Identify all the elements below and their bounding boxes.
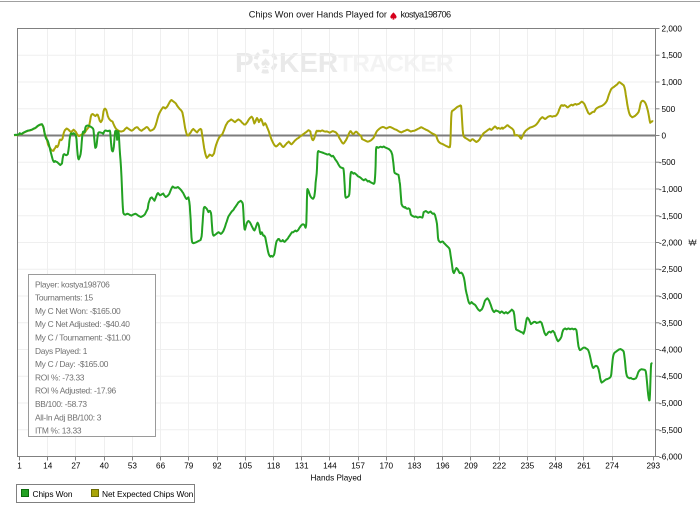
svg-text:66: 66 <box>156 462 166 471</box>
svg-text:-3,000: -3,000 <box>659 292 683 301</box>
svg-text:183: 183 <box>408 462 422 471</box>
svg-text:My C Net Adjusted: -$40.40: My C Net Adjusted: -$40.40 <box>35 319 130 329</box>
svg-text:₩: ₩ <box>689 238 697 248</box>
svg-text:-5,000: -5,000 <box>659 399 683 408</box>
svg-text:500: 500 <box>662 105 676 114</box>
svg-text:-3,500: -3,500 <box>659 319 683 328</box>
svg-text:BB/100: -58.73: BB/100: -58.73 <box>35 399 87 409</box>
svg-text:ROI %: -73.33: ROI %: -73.33 <box>35 372 85 382</box>
svg-text:40: 40 <box>100 462 110 471</box>
svg-text:157: 157 <box>351 462 365 471</box>
svg-text:-5,500: -5,500 <box>659 426 683 435</box>
svg-text:27: 27 <box>71 462 81 471</box>
svg-text:-1,000: -1,000 <box>659 185 683 194</box>
svg-text:248: 248 <box>549 462 563 471</box>
svg-text:My C / Tournament: -$11.00: My C / Tournament: -$11.00 <box>35 333 131 343</box>
svg-text:-6,000: -6,000 <box>659 453 683 462</box>
svg-text:My C / Day: -$165.00: My C / Day: -$165.00 <box>35 359 109 369</box>
svg-text:1,000: 1,000 <box>662 78 683 87</box>
svg-text:1,500: 1,500 <box>662 51 683 60</box>
svg-text:105: 105 <box>238 462 252 471</box>
svg-text:0: 0 <box>662 132 667 141</box>
svg-text:My C Net Won: -$165.00: My C Net Won: -$165.00 <box>35 306 121 316</box>
svg-text:1: 1 <box>17 462 22 471</box>
svg-text:Hands Played: Hands Played <box>311 474 362 483</box>
svg-text:Tournaments: 15: Tournaments: 15 <box>35 293 94 303</box>
svg-text:♠: ♠ <box>261 52 270 72</box>
svg-text:-2,500: -2,500 <box>659 265 683 274</box>
svg-text:118: 118 <box>267 462 280 471</box>
svg-text:-2,000: -2,000 <box>659 239 683 248</box>
svg-text:261: 261 <box>577 462 591 471</box>
svg-text:209: 209 <box>464 462 478 471</box>
svg-text:293: 293 <box>646 462 660 471</box>
svg-text:222: 222 <box>492 462 506 471</box>
svg-text:235: 235 <box>521 462 535 471</box>
svg-text:Chips Won: Chips Won <box>33 489 73 499</box>
svg-text:ROI % Adjusted: -17.96: ROI % Adjusted: -17.96 <box>35 386 117 396</box>
svg-text:-4,000: -4,000 <box>659 346 683 355</box>
svg-text:ITM %: 13.33: ITM %: 13.33 <box>35 426 82 436</box>
svg-text:14: 14 <box>43 462 53 471</box>
svg-text:-4,500: -4,500 <box>659 372 683 381</box>
svg-text:Days Played: 1: Days Played: 1 <box>35 346 88 356</box>
svg-text:All-In Adj BB/100: 3: All-In Adj BB/100: 3 <box>35 412 102 422</box>
svg-text:Net Expected Chips Won: Net Expected Chips Won <box>102 489 194 499</box>
svg-text:196: 196 <box>436 462 450 471</box>
svg-text:79: 79 <box>184 462 194 471</box>
svg-text:274: 274 <box>605 462 619 471</box>
svg-text:92: 92 <box>212 462 222 471</box>
svg-text:TRACKER: TRACKER <box>338 51 454 78</box>
svg-text:-500: -500 <box>659 158 676 167</box>
svg-text:kostya198706: kostya198706 <box>401 10 452 20</box>
svg-text:170: 170 <box>379 462 393 471</box>
svg-text:Player: kostya198706: Player: kostya198706 <box>35 279 110 289</box>
svg-text:KER: KER <box>279 47 338 78</box>
svg-text:2,000: 2,000 <box>662 25 683 34</box>
svg-text:-1,500: -1,500 <box>659 212 683 221</box>
svg-text:131: 131 <box>295 462 309 471</box>
svg-text:P: P <box>235 47 254 78</box>
svg-text:53: 53 <box>128 462 138 471</box>
svg-text:Chips Won over Hands Played fo: Chips Won over Hands Played for <box>249 10 387 20</box>
svg-text:144: 144 <box>323 462 337 471</box>
